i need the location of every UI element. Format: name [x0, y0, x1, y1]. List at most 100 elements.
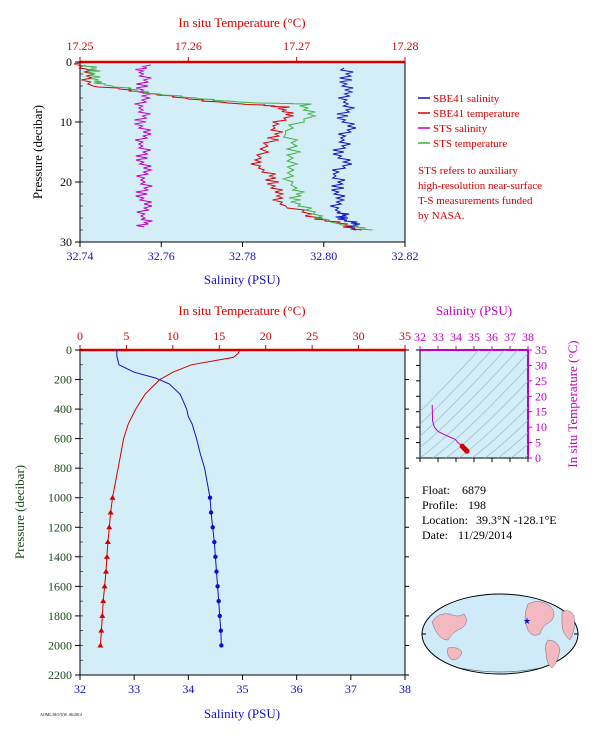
profile-label: Profile: [422, 498, 458, 512]
bottom-salinity-axis-title: Salinity (PSU) [204, 706, 280, 721]
bottom-series [97, 349, 241, 648]
salinity-point [213, 554, 218, 560]
bottom-pressure-tick-label: 1000 [48, 491, 72, 505]
series-sbe41-salinity [330, 67, 361, 231]
note-line-3: T-S measurements funded [418, 195, 533, 207]
ts-isopycnal-line [420, 350, 480, 412]
salinity-point [208, 510, 214, 515]
bottom-salinity-tick-label: 37 [345, 682, 357, 696]
ts-temp-tick-label: 10 [535, 420, 547, 434]
ts-salinity-tick-label: 35 [468, 330, 480, 344]
temperature-point [103, 553, 110, 559]
bottom-pressure-tick-label: 600 [54, 432, 72, 446]
bottom-plot-area [79, 349, 406, 676]
ts-isopycnal-line [471, 407, 528, 458]
bottom-temp-tick-label: 15 [213, 329, 225, 343]
bottom-pressure-axis-title: Pressure (decibar) [12, 465, 27, 559]
ts-series [431, 404, 470, 454]
ts-temp-tick-label: 15 [535, 405, 547, 419]
bottom-salinity-tick-label: 33 [128, 682, 140, 696]
ts-isopycnal-line [484, 419, 528, 458]
ts-plot-area [419, 349, 529, 459]
bottom-pressure-tick-label: 200 [54, 373, 72, 387]
map-land-africa-europe [561, 610, 575, 641]
temperature-point [98, 627, 105, 633]
bottom-salinity-tick-label: 38 [399, 682, 411, 696]
ts-salinity-tick-label: 34 [450, 330, 462, 344]
top-salinity-tick-label: 32.74 [67, 249, 94, 263]
top-salinity-axis-title: Salinity (PSU) [204, 272, 280, 287]
bottom-temp-tick-label: 10 [167, 329, 179, 343]
top-salinity-tick-label: 32.82 [392, 249, 419, 263]
bottom-pressure-tick-label: 2000 [48, 638, 72, 652]
top-pressure-tick-label: 30 [60, 235, 72, 249]
ts-salinity-tick-label: 32 [414, 330, 426, 344]
ts-isopycnal-line [420, 350, 493, 425]
top-temp-tick-label: 17.25 [67, 39, 94, 53]
temperature-point [103, 568, 109, 574]
ts-point [464, 448, 470, 454]
ts-salinity-tick-label: 37 [504, 330, 516, 344]
bottom-pressure-tick-label: 400 [54, 402, 72, 416]
float-info: Float: 6879 Profile: 198 Location: 39.3°… [422, 483, 557, 542]
float-value: 6879 [462, 483, 486, 497]
map-land-asia [431, 613, 467, 641]
bottom-salinity-tick-label: 35 [237, 682, 249, 696]
top-salinity-tick-label: 32.76 [148, 249, 175, 263]
ts-isopycnal-line [420, 350, 519, 448]
bottom-pressure-tick-label: 0 [66, 343, 72, 357]
legend-label-sts-salinity: STS salinity [433, 123, 488, 135]
ts-isopycnal-line [420, 350, 506, 437]
ts-temp-tick-label: 5 [535, 436, 541, 450]
location-value: 39.3°N -128.1°E [476, 513, 557, 527]
legend-label-sbe41-temperature: SBE41 temperature [433, 108, 520, 120]
top-note: STS refers to auxiliary high-resolution … [418, 165, 542, 222]
map-land-north-america [524, 601, 555, 636]
ts-temp-tick-label: 30 [535, 358, 547, 372]
temperature-point [104, 539, 111, 545]
ts-salinity-tick-label: 33 [432, 330, 444, 344]
map-land-australia [447, 647, 463, 661]
location-label: Location: [422, 513, 468, 527]
map-float-marker-icon: ★ [523, 616, 531, 626]
date-value: 11/29/2014 [458, 528, 512, 542]
top-salinity-tick-label: 32.78 [229, 249, 256, 263]
world-map: ★ [421, 593, 579, 675]
legend-label-sbe41-salinity: SBE41 salinity [433, 93, 500, 105]
bottom-ticks: 0 5 10 15 20 25 30 35 32 33 34 35 36 37 38 0 200 400 600 80… [48, 329, 411, 696]
top-temp-axis-title: In situ Temperature (°C) [178, 15, 305, 30]
bottom-chart: In situ Temperature (°C) Salinity (PSU) … [12, 303, 411, 721]
bottom-temp-tick-label: 35 [399, 329, 411, 343]
ts-isopycnal-line [510, 443, 528, 458]
top-ticks: 17.25 17.26 17.27 17.28 32.74 32.76 32.78 32.80… [60, 39, 419, 263]
bottom-salinity-tick-label: 36 [291, 682, 303, 696]
ts-isopycnal-line [445, 380, 528, 458]
top-pressure-tick-label: 20 [60, 175, 72, 189]
series-sbe41-temperature [73, 61, 362, 231]
ts-salinity-axis-title: Salinity (PSU) [436, 303, 512, 318]
top-series [73, 61, 373, 231]
temperature-point [99, 612, 106, 618]
note-line-1: STS refers to auxiliary [418, 165, 518, 177]
top-pressure-axis-title: Pressure (decibar) [30, 105, 45, 199]
ts-isopycnal-line [497, 432, 528, 458]
profile-value: 198 [468, 498, 486, 512]
legend-label-sts-temperature: STS temperature [433, 138, 507, 150]
date-label: Date: [422, 528, 448, 542]
series-sts-temperature [81, 64, 373, 231]
salinity-point [216, 598, 221, 604]
salinity-point [215, 584, 220, 589]
temperature-point [107, 509, 114, 515]
salinity-point [217, 613, 222, 619]
temperature-point [101, 583, 108, 589]
ts-isopycnal-line [432, 366, 528, 458]
bottom-pressure-tick-label: 1800 [48, 609, 72, 623]
bottom-temp-axis-title: In situ Temperature (°C) [178, 303, 305, 318]
ts-temp-tick-label: 25 [535, 374, 547, 388]
bottom-pressure-tick-label: 1600 [48, 579, 72, 593]
bottom-salinity-tick-label: 34 [182, 682, 194, 696]
salinity-point [207, 495, 213, 500]
map-land-south-america [545, 639, 561, 669]
